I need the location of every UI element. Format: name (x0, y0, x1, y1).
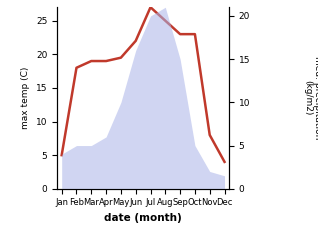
Y-axis label: max temp (C): max temp (C) (21, 67, 31, 129)
X-axis label: date (month): date (month) (104, 213, 182, 223)
Y-axis label: med. precipitation
(kg/m2): med. precipitation (kg/m2) (303, 56, 318, 140)
